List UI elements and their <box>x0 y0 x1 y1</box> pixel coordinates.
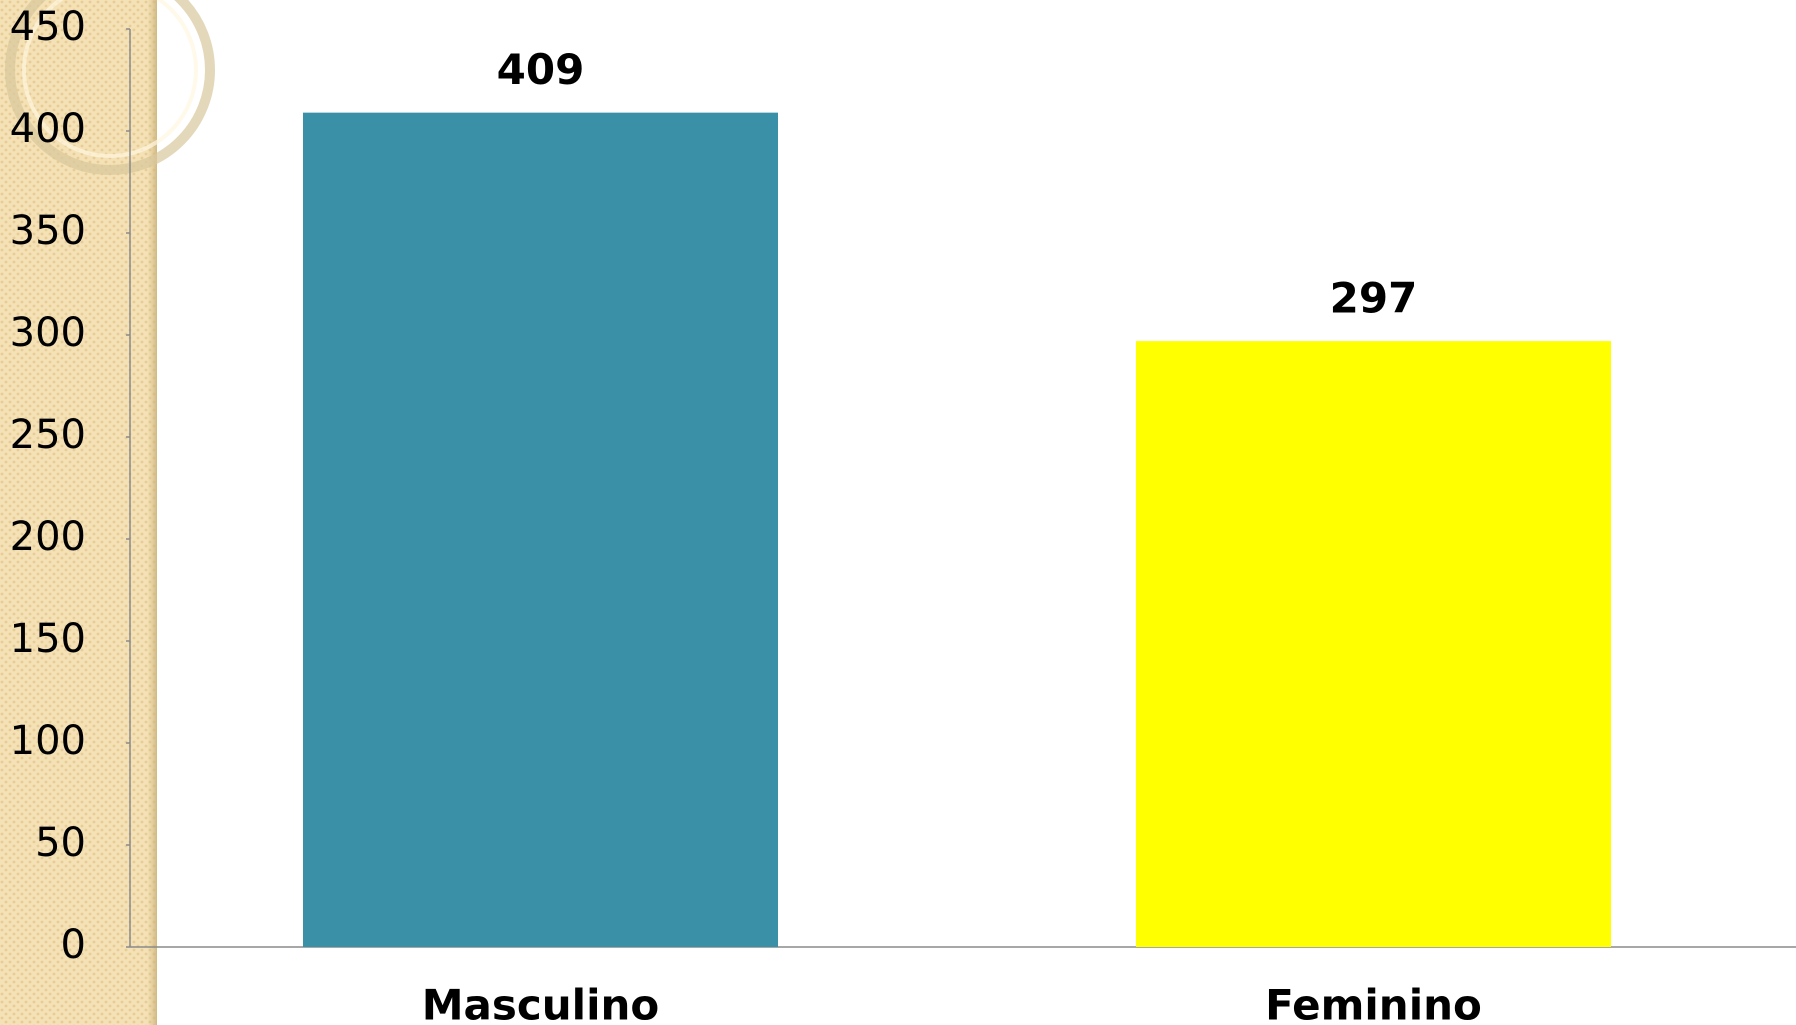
decor-ring <box>22 0 198 158</box>
y-tick-label: 450 <box>10 4 86 50</box>
bar <box>303 112 778 947</box>
y-tick-label: 350 <box>10 208 86 254</box>
value-label: 409 <box>497 45 585 94</box>
y-tick-label: 100 <box>10 718 86 764</box>
x-tick-label: Feminino <box>1265 981 1482 1025</box>
side-panel-edge <box>147 0 157 1025</box>
y-tick-label: 50 <box>35 820 86 866</box>
y-tick-label: 200 <box>10 514 86 560</box>
y-tick-label: 300 <box>10 310 86 356</box>
value-label: 297 <box>1330 274 1418 323</box>
bar <box>1136 341 1611 947</box>
y-tick-label: 150 <box>10 616 86 662</box>
decor-ring <box>5 0 215 175</box>
y-tick-label: 400 <box>10 106 86 152</box>
x-tick-label: Masculino <box>422 981 659 1025</box>
y-tick-label: 250 <box>10 412 86 458</box>
y-tick-label: 0 <box>61 922 86 968</box>
